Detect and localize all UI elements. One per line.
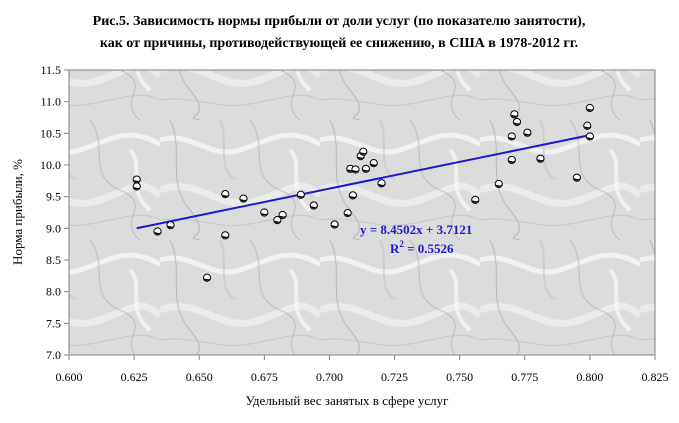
r-squared-prefix: R — [390, 241, 400, 256]
x-tick-label: 0.650 — [186, 370, 213, 384]
y-axis: 7.0 7.5 8.0 8.5 9.0 9.5 10.0 10.5 11.0 11.5 — [40, 63, 69, 362]
data-point — [377, 179, 386, 188]
data-point — [221, 231, 230, 240]
trendline-equation: y = 8.4502x + 3.7121 — [360, 222, 472, 237]
data-point — [494, 179, 503, 189]
x-axis-label: Удельный вес занятых в сфере услуг — [246, 393, 449, 408]
data-point — [369, 159, 378, 168]
data-point — [523, 128, 532, 137]
chart-title-line-2: как от причины, противодействующей ее сн… — [100, 36, 578, 51]
y-axis-label: Норма прибыли, % — [10, 159, 25, 265]
data-point — [583, 121, 592, 130]
data-point — [221, 190, 230, 199]
data-point — [512, 117, 522, 127]
y-tick-label: 10.5 — [40, 126, 61, 140]
x-tick-label: 0.775 — [511, 370, 538, 384]
data-point — [273, 216, 282, 225]
data-point — [260, 208, 269, 217]
data-point — [296, 190, 305, 199]
y-tick-label: 11.5 — [40, 63, 61, 77]
data-point — [359, 147, 368, 156]
x-tick-label: 0.800 — [576, 370, 603, 384]
y-tick-label: 10.0 — [40, 158, 61, 172]
data-point — [585, 132, 594, 141]
data-point — [132, 182, 141, 191]
data-point — [510, 110, 519, 119]
data-point — [471, 195, 480, 204]
data-point — [239, 194, 248, 203]
data-point — [536, 154, 545, 163]
data-point — [507, 132, 516, 141]
data-point — [278, 210, 287, 220]
data-point — [309, 201, 318, 210]
y-tick-label: 8.5 — [46, 253, 61, 267]
y-tick-label: 9.5 — [46, 190, 61, 204]
trendline — [136, 134, 591, 230]
data-point — [572, 173, 581, 182]
y-tick-label: 7.0 — [46, 348, 61, 362]
data-point — [343, 209, 352, 218]
chart-title-line-1: Рис.5. Зависимость нормы прибыли от доли… — [93, 14, 586, 29]
plot-area — [68, 69, 656, 356]
data-point — [132, 175, 141, 184]
data-point — [361, 164, 371, 173]
data-point — [507, 155, 516, 165]
y-tick-label: 9.0 — [46, 221, 61, 235]
x-tick-label: 0.625 — [121, 370, 148, 384]
x-tick-label: 0.700 — [316, 370, 343, 384]
y-tick-label: 11.0 — [40, 95, 61, 109]
r-squared-label: R2 = 0.5526 — [390, 239, 454, 256]
x-tick-label: 0.725 — [381, 370, 408, 384]
data-point — [348, 191, 357, 200]
x-axis: 0.600 0.625 0.650 0.675 0.700 0.725 0.750 0.775… — [56, 355, 669, 384]
x-tick-label: 0.750 — [446, 370, 473, 384]
y-tick-label: 7.5 — [46, 316, 61, 330]
r-squared-superscript: 2 — [399, 239, 404, 249]
x-tick-label: 0.600 — [56, 370, 83, 384]
x-tick-label: 0.675 — [251, 370, 278, 384]
data-point — [330, 220, 339, 229]
data-point — [351, 165, 360, 174]
data-point — [166, 221, 175, 230]
y-tick-label: 8.0 — [46, 285, 61, 299]
data-points — [132, 103, 594, 282]
data-point — [153, 227, 162, 236]
x-tick-label: 0.825 — [642, 370, 669, 384]
data-point — [202, 273, 212, 282]
r-squared-value: = 0.5526 — [404, 241, 454, 256]
data-point — [585, 103, 594, 113]
